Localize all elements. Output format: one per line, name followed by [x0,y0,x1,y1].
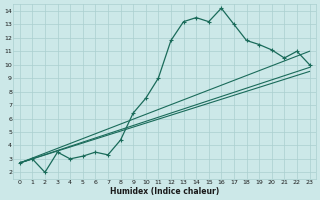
X-axis label: Humidex (Indice chaleur): Humidex (Indice chaleur) [110,187,219,196]
